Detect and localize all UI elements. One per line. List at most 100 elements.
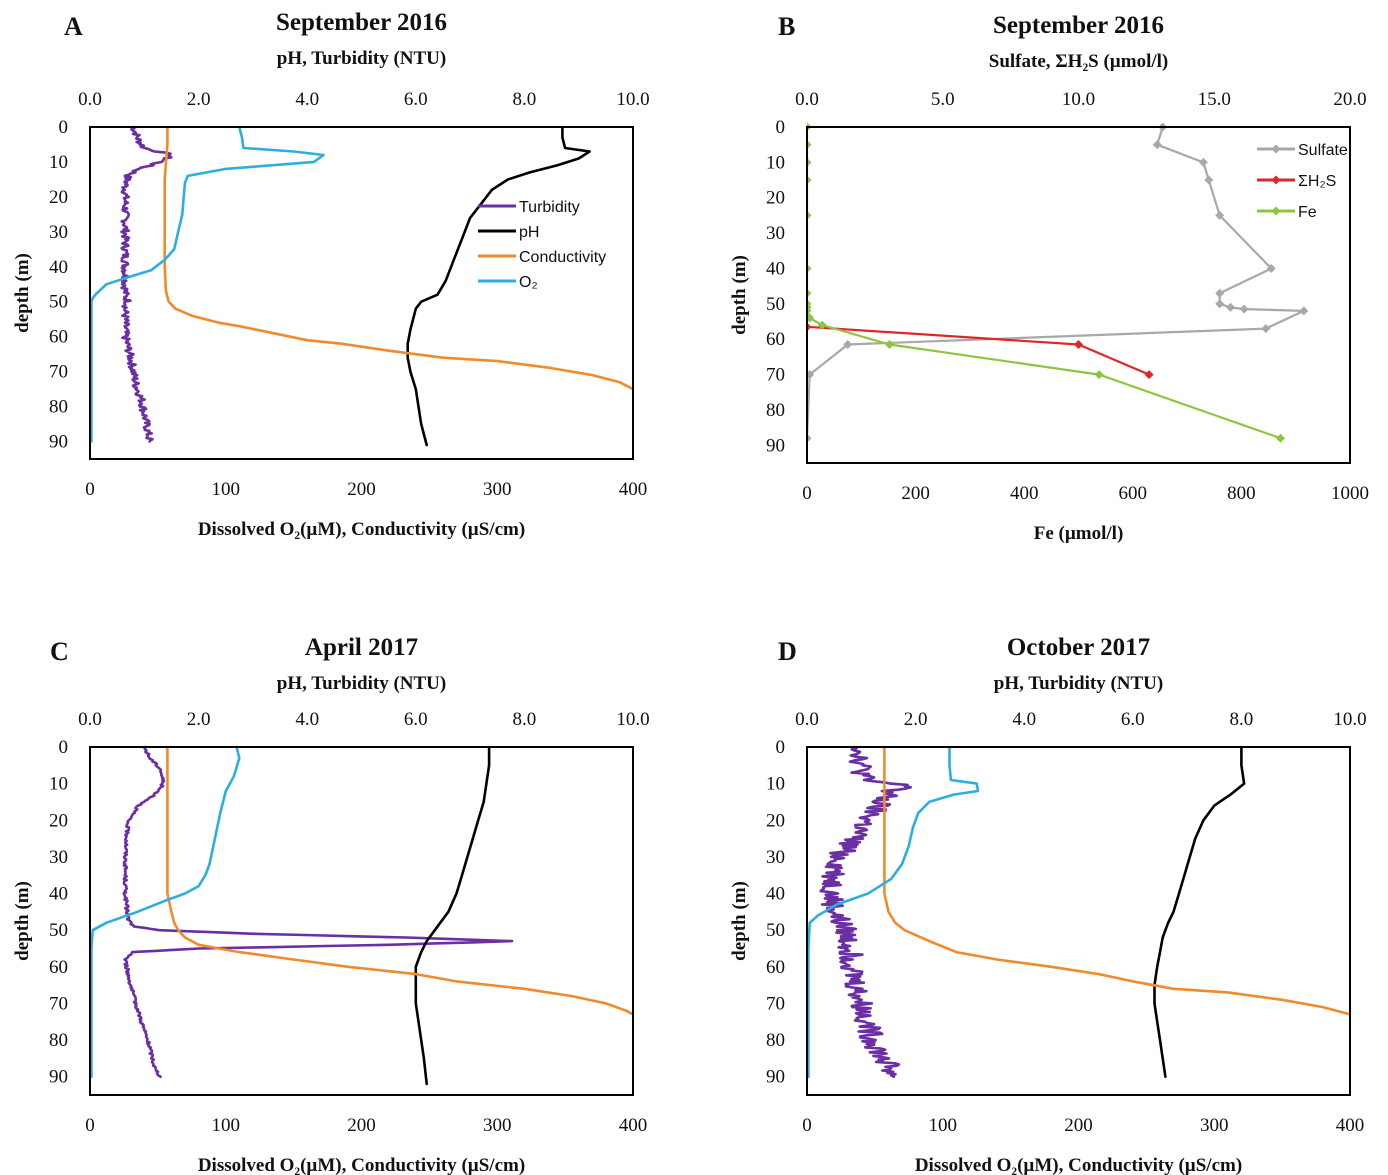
legend-label-sulfate: Sulfate [1298,142,1348,159]
bottom-axis-label: Dissolved O₂(µM), Conductivity (µS/cm) [198,519,525,540]
y-tick-label: 40 [49,884,68,905]
data-point-fe [807,175,812,185]
top-tick-label: 6.0 [404,89,428,110]
y-tick-label: 70 [766,365,785,386]
series-line-turbidity [122,745,514,1078]
top-tick-label: 4.0 [1012,709,1036,730]
y-tick-label: 40 [766,884,785,905]
chart-title: September 2016 [993,12,1164,39]
data-point-fe [1094,370,1104,380]
series-layer [90,745,634,1086]
y-tick-label: 80 [49,397,68,418]
data-point-sulfate [807,433,812,443]
panel-letter: A [64,12,83,41]
data-point-sulfate [1239,304,1249,314]
y-tick-label: 90 [766,1067,785,1088]
series-layer [90,125,634,447]
legend: Turbidity pH Conductivity O₂ [478,199,606,291]
y-tick-label: 90 [766,435,785,456]
y-tick-label: 0 [776,737,786,758]
y-tick-label: 60 [49,327,68,348]
y-tick-label: 30 [49,222,68,243]
data-point-sulfate [807,370,815,380]
bottom-tick-label: 0 [85,1115,95,1136]
y-tick-label: 50 [766,294,785,315]
top-tick-label: 8.0 [513,89,537,110]
legend-marker-fe [1271,206,1281,216]
top-tick-label: 2.0 [187,709,211,730]
y-tick-label: 80 [766,400,785,421]
top-tick-label: 6.0 [404,709,428,730]
series-layer [807,122,1309,443]
y-axis-label: depth (m) [729,255,750,335]
series-line-o [90,125,325,443]
series-line-o [807,745,980,1078]
bottom-tick-label: 400 [619,479,648,500]
data-point-sulfate [1152,140,1162,150]
top-tick-label: 4.0 [295,89,319,110]
top-tick-label: 8.0 [1230,709,1254,730]
bottom-tick-label: 100 [212,479,241,500]
legend-marker-h-s [1271,175,1281,185]
data-point-sulfate [1215,299,1225,309]
data-point-fe [817,320,827,330]
y-axis-label: depth (m) [729,881,750,961]
top-tick-label: 0.0 [795,709,819,730]
series-line-conductivity [163,125,634,391]
bottom-tick-label: 300 [483,1115,512,1136]
y-tick-label: 40 [766,258,785,279]
series-line-ph [1153,745,1246,1078]
top-tick-label: 6.0 [1121,709,1145,730]
plot-frame [89,126,634,460]
y-tick-label: 70 [49,362,68,383]
y-tick-label: 80 [49,1030,68,1051]
bottom-tick-label: 400 [1010,483,1039,504]
data-point-sulfate [1266,263,1276,273]
bottom-axis-label: Fe (µmol/l) [1034,523,1124,544]
panel-letter: B [778,12,795,41]
bottom-axis-label: Dissolved O₂(µM), Conductivity (µS/cm) [915,1155,1242,1175]
y-tick-label: 10 [49,152,68,173]
panel-letter: D [778,637,797,666]
top-tick-label: 0.0 [78,709,102,730]
legend-marker-sulfate [1271,144,1281,154]
y-tick-label: 50 [49,920,68,941]
top-axis-label: pH, Turbidity (NTU) [277,673,446,694]
top-tick-label: 10.0 [1062,89,1095,110]
chart-panel-b: B September 2016 Sulfate, ΣH₂S (µmol/l) 0.0… [729,12,1369,544]
y-tick-label: 50 [766,920,785,941]
top-tick-label: 2.0 [904,709,928,730]
y-axis-label: depth (m) [12,881,33,961]
y-tick-label: 0 [776,117,786,138]
top-axis-label: pH, Turbidity (NTU) [277,48,446,69]
y-tick-label: 0 [59,737,69,758]
data-point-sulfate [1215,288,1225,298]
bottom-tick-label: 200 [1064,1115,1093,1136]
bottom-tick-label: 0 [802,483,812,504]
series-line-fe [807,125,1282,440]
top-tick-label: 10.0 [616,89,649,110]
series-line-o [90,745,241,1078]
top-axis-label: Sulfate, ΣH₂S (µmol/l) [989,51,1168,72]
y-tick-label: 40 [49,257,68,278]
bottom-tick-label: 600 [1119,483,1148,504]
data-point-fe [807,313,815,323]
bottom-tick-label: 200 [347,479,376,500]
series-line-conductivity [883,745,1351,1016]
y-tick-label: 20 [49,810,68,831]
data-point-fe [807,140,812,150]
top-tick-label: 0.0 [78,89,102,110]
data-point-h-s [1074,340,1083,350]
y-tick-label: 70 [49,993,68,1014]
bottom-tick-label: 1000 [1331,483,1369,504]
y-tick-label: 20 [49,187,68,208]
y-tick-label: 10 [766,152,785,173]
top-tick-label: 2.0 [187,89,211,110]
top-tick-label: 10.0 [1333,709,1366,730]
series-line-turbidity [120,125,173,443]
top-tick-label: 0.0 [795,89,819,110]
data-point-sulfate [1198,157,1208,167]
y-tick-label: 20 [766,810,785,831]
legend-label-ph: pH [519,224,539,241]
